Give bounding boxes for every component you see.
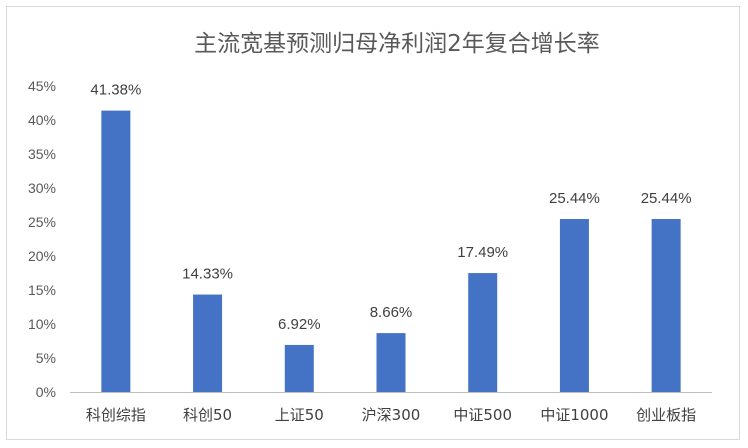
x-tick-label: 沪深300 bbox=[362, 406, 421, 424]
x-tick-label: 科创50 bbox=[183, 406, 232, 424]
x-tick-label: 创业板指 bbox=[636, 406, 696, 424]
x-tick-label: 中证1000 bbox=[540, 406, 608, 424]
y-tick-label: 15% bbox=[28, 282, 56, 298]
bar bbox=[376, 333, 406, 392]
y-tick-label: 35% bbox=[28, 146, 56, 162]
bar bbox=[651, 219, 681, 392]
y-tick-label: 5% bbox=[36, 350, 56, 366]
y-tick-label: 20% bbox=[28, 248, 56, 264]
bars bbox=[101, 110, 681, 392]
y-tick-label: 40% bbox=[28, 112, 56, 128]
x-tick-label: 上证50 bbox=[275, 406, 324, 424]
data-labels: 41.38% 14.33% 6.92% 8.66% 17.49% 25.44% 25.44% bbox=[90, 82, 691, 333]
bar bbox=[559, 219, 589, 392]
data-label: 6.92% bbox=[278, 316, 321, 333]
y-tick-label: 25% bbox=[28, 214, 56, 230]
data-label: 8.66% bbox=[370, 304, 413, 321]
data-label: 14.33% bbox=[182, 266, 233, 283]
data-label: 41.38% bbox=[90, 82, 141, 99]
data-label: 17.49% bbox=[457, 244, 508, 261]
y-tick-label: 30% bbox=[28, 180, 56, 196]
data-label: 25.44% bbox=[641, 190, 692, 207]
y-axis: 0% 5% 10% 15% 20% 25% 30% 35% 40% 45% bbox=[28, 78, 56, 400]
bar bbox=[193, 294, 223, 392]
bar bbox=[468, 273, 498, 392]
bar bbox=[284, 344, 314, 392]
x-tick-label: 中证500 bbox=[453, 406, 512, 424]
x-tick-label: 科创综指 bbox=[86, 406, 146, 424]
bar bbox=[101, 110, 131, 392]
y-tick-label: 0% bbox=[36, 384, 56, 400]
chart-title: 主流宽基预测归母净利润2年复合增长率 bbox=[194, 31, 600, 57]
x-axis: 科创综指 科创50 上证50 沪深300 中证500 中证1000 创业板指 bbox=[86, 406, 696, 424]
data-label: 25.44% bbox=[549, 190, 600, 207]
y-tick-label: 10% bbox=[28, 316, 56, 332]
y-tick-label: 45% bbox=[28, 78, 56, 94]
